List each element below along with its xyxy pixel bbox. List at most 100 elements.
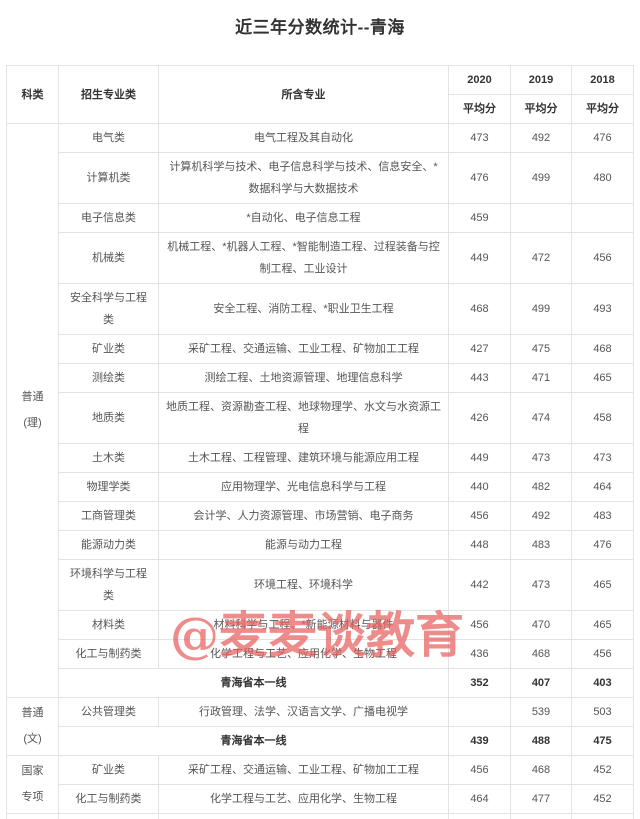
major-row: 电子信息类 *自动化、电子信息工程 459	[7, 203, 634, 233]
header-year-2018: 2018	[571, 65, 634, 95]
major-row: 安全科学与工程类 安全工程、消防工程、*职业卫生工程 468 499 493	[7, 283, 634, 335]
score-cell: 473	[510, 443, 572, 473]
score-cell: 468	[510, 639, 572, 669]
score-cell: 448	[448, 530, 511, 560]
score-cell	[448, 697, 511, 727]
score-cell: 483	[510, 530, 572, 560]
major-row: 机械类 机械工程、*机器人工程、*智能制造工程、过程装备与控制工程、工业设计 449…	[7, 232, 634, 284]
score-cell: 407	[510, 668, 572, 698]
header-row-subheader: 平均分 平均分 平均分	[7, 94, 634, 124]
score-cell: 499	[510, 283, 572, 335]
programs-cell: 行政管理、法学、汉语言文学、广播电视学	[158, 697, 449, 727]
score-cell	[510, 203, 572, 233]
score-cell: 492	[510, 123, 572, 153]
score-cell: 493	[571, 283, 634, 335]
major-row: 能源动力类 能源与动力工程 448 483 476	[7, 530, 634, 560]
score-cell: 476	[571, 123, 634, 153]
score-cell: 465	[571, 559, 634, 611]
header-category: 科类	[6, 65, 59, 124]
major-group-cell: 物理学类	[58, 472, 159, 502]
major-group-cell: 材料类	[58, 610, 159, 640]
score-cell: 352	[448, 668, 511, 698]
score-cell: 471	[510, 363, 572, 393]
cutoff-line-label: 青海省本一线	[58, 726, 449, 756]
programs-cell: *自动化、电子信息工程	[158, 203, 449, 233]
header-major-group: 招生专业类	[58, 65, 159, 124]
major-group-cell: 环境科学与工程类	[58, 559, 159, 611]
score-cell: 426	[448, 392, 511, 444]
score-cell: 476	[571, 530, 634, 560]
major-row: 地质类 地质工程、资源勘查工程、地球物理学、水文与水资源工程 426 474 458	[7, 392, 634, 444]
cutoff-line-row: 青海省本一线 352 407 403	[7, 668, 634, 698]
major-row: 工商管理类 会计学、人力资源管理、市场营销、电子商务 456 492 483	[7, 501, 634, 531]
major-group-cell: 矿业类	[58, 334, 159, 364]
programs-cell: 地质工程、资源勘查工程、地球物理学、水文与水资源工程	[158, 813, 449, 819]
score-cell: 436	[448, 639, 511, 669]
score-cell: 480	[571, 152, 634, 204]
score-cell: 403	[571, 668, 634, 698]
score-cell: 456	[448, 755, 511, 785]
major-group-cell: 土木类	[58, 443, 159, 473]
score-cell: 440	[448, 472, 511, 502]
score-cell: 449	[448, 232, 511, 284]
programs-cell: 应用物理学、光电信息科学与工程	[158, 472, 449, 502]
score-cell: 477	[510, 784, 572, 814]
major-row: 计算机类 计算机科学与技术、电子信息科学与技术、信息安全、*数据科学与大数据技术 4…	[7, 152, 634, 204]
score-cell: 482	[510, 472, 572, 502]
score-cell: 474	[510, 392, 572, 444]
header-average-2020: 平均分	[448, 94, 511, 124]
score-cell: 468	[448, 283, 511, 335]
score-cell: 439	[448, 726, 511, 756]
score-cell: 475	[510, 334, 572, 364]
programs-cell: 采矿工程、交通运输、工业工程、矿物加工工程	[158, 334, 449, 364]
category-cell: 普通 (文)	[6, 697, 59, 756]
score-cell: 427	[448, 334, 511, 364]
score-cell: 456	[571, 232, 634, 284]
score-cell: 465	[571, 363, 634, 393]
major-row: 普通 (理) 电气类 电气工程及其自动化 473 492 476	[6, 123, 634, 698]
major-group-cell: 公共管理类	[58, 697, 159, 727]
major-row: 化工与制药类 化学工程与工艺、应用化学、生物工程 464 477 452	[7, 784, 634, 814]
score-cell: 449	[448, 443, 511, 473]
programs-cell: 测绘工程、土地资源管理、地理信息科学	[158, 363, 449, 393]
score-cell: 483	[571, 501, 634, 531]
category-cell: 高校 专项	[6, 813, 59, 819]
major-group-cell: 测绘类	[58, 363, 159, 393]
major-row: 材料类 材料科学与工程、*新能源材料与器件 456 470 465	[7, 610, 634, 640]
programs-cell: 地质工程、资源勘查工程、地球物理学、水文与水资源工程	[158, 392, 449, 444]
score-cell: 539	[510, 697, 572, 727]
major-group-cell: 机械类	[58, 232, 159, 284]
header-year-2019: 2019	[510, 65, 572, 95]
major-group-cell: 计算机类	[58, 152, 159, 204]
score-cell: 476	[448, 152, 511, 204]
major-group-cell: 电子信息类	[58, 203, 159, 233]
score-cell: 407	[571, 813, 634, 819]
major-group-cell: 工商管理类	[58, 501, 159, 531]
score-cell: 465	[571, 610, 634, 640]
score-cell: 473	[571, 443, 634, 473]
major-row: 测绘类 测绘工程、土地资源管理、地理信息科学 443 471 465	[7, 363, 634, 393]
programs-cell: 安全工程、消防工程、*职业卫生工程	[158, 283, 449, 335]
score-cell: 503	[571, 697, 634, 727]
programs-cell: 电气工程及其自动化	[158, 123, 449, 153]
score-cell: 452	[571, 784, 634, 814]
major-row: 化工与制药类 化学工程与工艺、应用化学、生物工程 436 468 456	[7, 639, 634, 669]
programs-cell: 机械工程、*机器人工程、*智能制造工程、过程装备与控制工程、工业设计	[158, 232, 449, 284]
programs-cell: 化学工程与工艺、应用化学、生物工程	[158, 639, 449, 669]
header-average-2019: 平均分	[510, 94, 572, 124]
score-cell: 464	[448, 784, 511, 814]
programs-cell: 材料科学与工程、*新能源材料与器件	[158, 610, 449, 640]
score-cell: 456	[448, 610, 511, 640]
score-cell: 452	[571, 755, 634, 785]
major-group-cell: 化工与制药类	[58, 639, 159, 669]
programs-cell: 会计学、人力资源管理、市场营销、电子商务	[158, 501, 449, 531]
score-cell: 456	[448, 501, 511, 531]
major-group-cell: 矿业类	[58, 755, 159, 785]
score-cell: 468	[510, 755, 572, 785]
table-body: 普通 (理) 电气类 电气工程及其自动化 473 492 476 计算机类 计算机科学与技术、…	[6, 123, 634, 819]
programs-cell: 采矿工程、交通运输、工业工程、矿物加工工程	[158, 755, 449, 785]
score-cell: 456	[571, 639, 634, 669]
score-cell	[571, 203, 634, 233]
programs-cell: 计算机科学与技术、电子信息科学与技术、信息安全、*数据科学与大数据技术	[158, 152, 449, 204]
cutoff-line-row: 青海省本一线 439 488 475	[7, 726, 634, 756]
